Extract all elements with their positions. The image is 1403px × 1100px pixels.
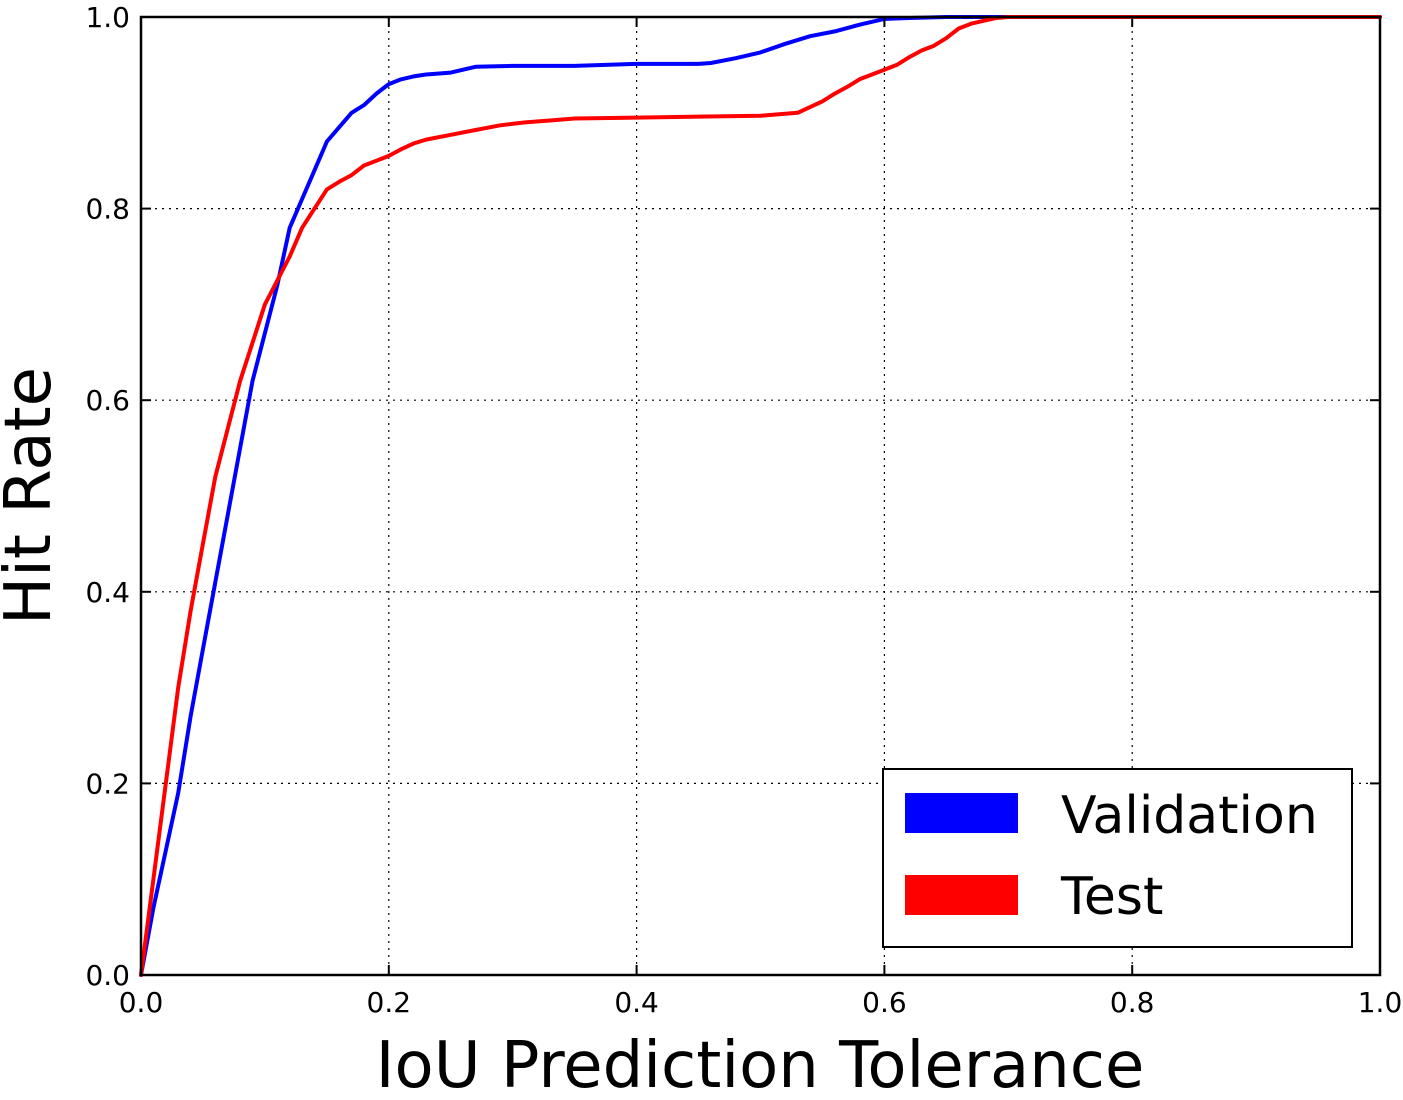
- x-axis-ticks: 0.0 0.2 0.4 0.6 0.8 1.0: [119, 17, 1403, 1019]
- x-tick-label: 0.4: [614, 986, 659, 1019]
- series-line-test: [139, 15, 1382, 977]
- series-line-validation: [139, 15, 1382, 977]
- legend-swatch-validation: [905, 793, 1018, 833]
- legend-label-validation: Validation: [1061, 786, 1318, 846]
- y-tick-label: 0.0: [85, 959, 130, 992]
- x-tick-label: 0.8: [1110, 986, 1155, 1019]
- y-tick-label: 0.8: [85, 193, 130, 226]
- legend-swatch-test: [905, 875, 1018, 915]
- x-tick-label: 0.2: [367, 986, 412, 1019]
- x-axis-title: IoU Prediction Tolerance: [376, 1029, 1145, 1100]
- y-tick-label: 0.6: [85, 384, 130, 417]
- y-axis-ticks: 0.0 0.2 0.4 0.6 0.8 1.0: [85, 1, 1380, 992]
- legend-label-test: Test: [1060, 867, 1163, 927]
- x-tick-label: 0.0: [119, 986, 164, 1019]
- y-tick-label: 0.2: [85, 767, 130, 800]
- plot-frame: [139, 15, 1382, 977]
- series-layer: [139, 15, 1382, 977]
- x-tick-label: 1.0: [1358, 986, 1403, 1019]
- x-tick-label: 0.6: [862, 986, 907, 1019]
- y-axis-title: Hit Rate: [0, 367, 66, 625]
- y-tick-label: 0.4: [85, 576, 130, 609]
- legend: Validation Test: [882, 768, 1353, 948]
- y-tick-label: 1.0: [85, 1, 130, 34]
